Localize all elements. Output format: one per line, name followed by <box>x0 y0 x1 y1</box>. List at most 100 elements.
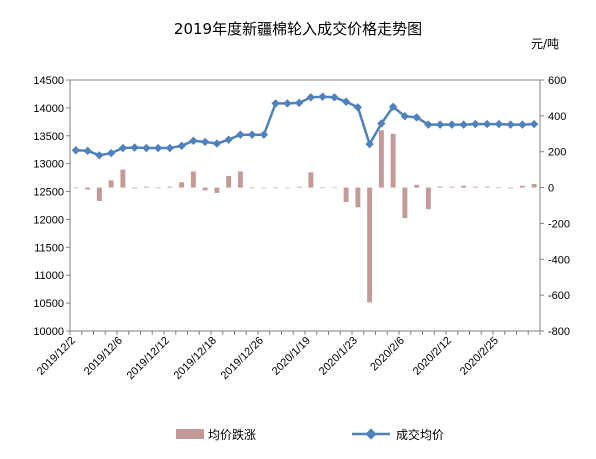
y-right-tick-label: -600 <box>548 290 570 302</box>
y-left-tick-label: 11500 <box>34 242 64 254</box>
line-point <box>318 92 327 101</box>
line-point <box>424 120 433 129</box>
bar <box>179 182 185 188</box>
bar <box>414 184 420 188</box>
bar <box>226 175 232 188</box>
bar <box>378 130 384 188</box>
x-tick-label: 2019/12/6 <box>82 335 125 378</box>
line-point <box>259 130 269 139</box>
x-tick-label: 2020/2/12 <box>411 335 454 378</box>
x-tick-label: 2020/2/25 <box>458 335 501 378</box>
bar <box>508 187 514 189</box>
series-line <box>75 95 535 157</box>
chart-title: 2019年度新疆棉轮入成交价格走势图 <box>174 20 422 38</box>
y-right-tick-label: 0 <box>548 183 554 195</box>
bar <box>484 186 490 188</box>
bar <box>449 186 455 188</box>
line-point <box>377 119 386 128</box>
line-point <box>271 99 280 108</box>
line-point <box>212 139 222 148</box>
line-point <box>494 119 504 129</box>
y-left-tick-label: 13500 <box>33 131 64 143</box>
line-point <box>506 120 515 129</box>
line-point <box>200 137 210 147</box>
bar <box>472 186 478 188</box>
bar <box>284 187 290 189</box>
line-point <box>435 120 445 129</box>
bar <box>273 187 279 189</box>
bar <box>367 187 373 303</box>
x-tick-label: 2019/12/26 <box>219 335 266 382</box>
line-point <box>306 93 316 102</box>
line-point <box>130 143 139 152</box>
bar <box>461 185 467 188</box>
y-right-tick-label: 600 <box>548 75 566 87</box>
x-tick-label: 2019/12/18 <box>172 335 219 382</box>
x-tick-label: 2019/12/12 <box>125 335 172 382</box>
line-point <box>247 130 257 139</box>
x-tick-label: 2019/12/2 <box>35 335 78 378</box>
plot-area <box>69 79 541 332</box>
line-point <box>471 119 480 129</box>
legend-label-bar: 均价跌涨 <box>208 427 256 442</box>
bar <box>108 180 114 188</box>
bar <box>132 187 138 189</box>
line-point <box>365 139 374 149</box>
line-point <box>518 120 527 129</box>
bar-series <box>73 130 537 303</box>
line-point <box>118 143 128 153</box>
bar <box>402 187 408 219</box>
line-point <box>165 143 175 153</box>
line-point <box>189 136 198 145</box>
bar <box>167 186 173 188</box>
y-right-tick-label: 400 <box>548 111 566 123</box>
bar <box>390 133 396 188</box>
bar <box>331 187 337 189</box>
bar <box>261 187 267 189</box>
line-point <box>142 143 151 153</box>
line-point <box>388 102 398 111</box>
bar <box>296 186 302 188</box>
bar <box>519 185 525 188</box>
plot-border <box>69 79 541 332</box>
legend-label-line: 成交均价 <box>396 427 444 442</box>
line-point <box>177 141 186 151</box>
bar <box>202 187 208 191</box>
line-point <box>529 119 539 129</box>
bar <box>320 187 326 189</box>
line-point <box>224 135 233 144</box>
bar <box>355 187 361 208</box>
x-axis: 2019/12/2 2019/12/6 2019/12/12 2019/12/18 20… <box>35 331 541 382</box>
bar <box>85 187 91 190</box>
legend-marker-line <box>365 428 377 440</box>
bar <box>143 186 149 188</box>
legend: 均价跌涨 成交均价 <box>176 427 444 442</box>
line-point <box>447 120 457 129</box>
line-point <box>482 119 492 129</box>
y-left-tick-label: 12500 <box>33 187 64 199</box>
x-tick-label: 2020/2/6 <box>368 335 407 374</box>
line-point <box>83 146 92 156</box>
line-series <box>71 92 539 160</box>
line-point <box>236 130 245 139</box>
bar <box>437 186 443 188</box>
line-point <box>294 98 304 108</box>
bar <box>425 187 431 210</box>
y-left-tick-label: 14000 <box>33 103 64 115</box>
y-left-tick-label: 14500 <box>33 75 64 87</box>
y-left-tick-label: 10000 <box>33 326 64 338</box>
bar <box>214 187 220 193</box>
x-tick-label: 2020/1/19 <box>270 335 313 378</box>
bar <box>120 169 126 188</box>
line-point <box>353 103 363 112</box>
y-left-tick-label: 13000 <box>33 159 64 171</box>
y-left-tick-label: 10500 <box>33 298 64 310</box>
y-left-tick-label: 12000 <box>33 214 64 226</box>
line-point <box>330 93 339 102</box>
line-point <box>459 120 468 129</box>
line-point <box>71 146 81 155</box>
line-point <box>95 151 104 160</box>
bar <box>96 187 102 202</box>
y-right-tick-label: -800 <box>548 326 570 338</box>
